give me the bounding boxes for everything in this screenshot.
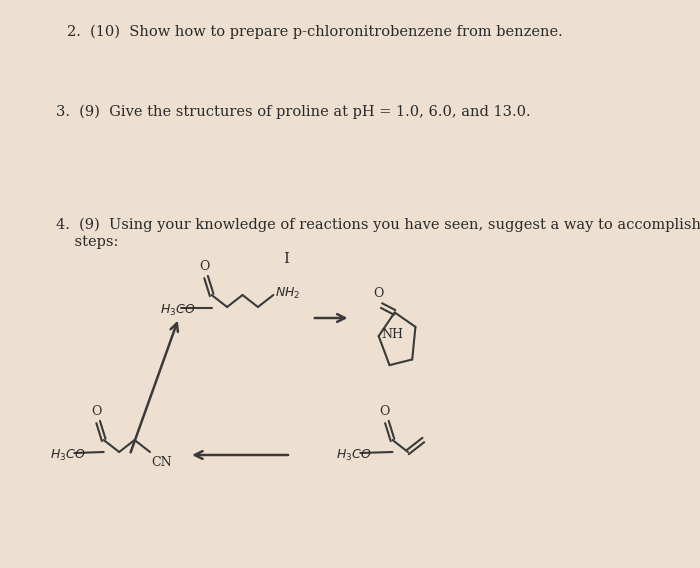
Text: $NH_2$: $NH_2$	[274, 286, 300, 300]
Text: O: O	[91, 405, 101, 418]
Text: O: O	[374, 287, 384, 299]
Text: I: I	[283, 252, 289, 266]
Text: $H_3CO$: $H_3CO$	[337, 448, 372, 462]
Text: 3.  (9)  Give the structures of proline at pH = 1.0, 6.0, and 13.0.: 3. (9) Give the structures of proline at…	[56, 105, 531, 119]
Text: steps:: steps:	[56, 235, 118, 249]
Text: $H_3CO$: $H_3CO$	[160, 302, 195, 318]
Text: 2.  (10)  Show how to prepare p-chloronitrobenzene from benzene.: 2. (10) Show how to prepare p-chloronitr…	[66, 25, 562, 39]
Text: NH: NH	[382, 328, 403, 341]
Text: CN: CN	[151, 456, 172, 469]
Text: O: O	[199, 260, 209, 273]
Text: $H_3CO$: $H_3CO$	[50, 448, 86, 462]
Text: 4.  (9)  Using your knowledge of reactions you have seen, suggest a way to accom: 4. (9) Using your knowledge of reactions…	[56, 218, 700, 232]
Text: O: O	[379, 405, 390, 418]
